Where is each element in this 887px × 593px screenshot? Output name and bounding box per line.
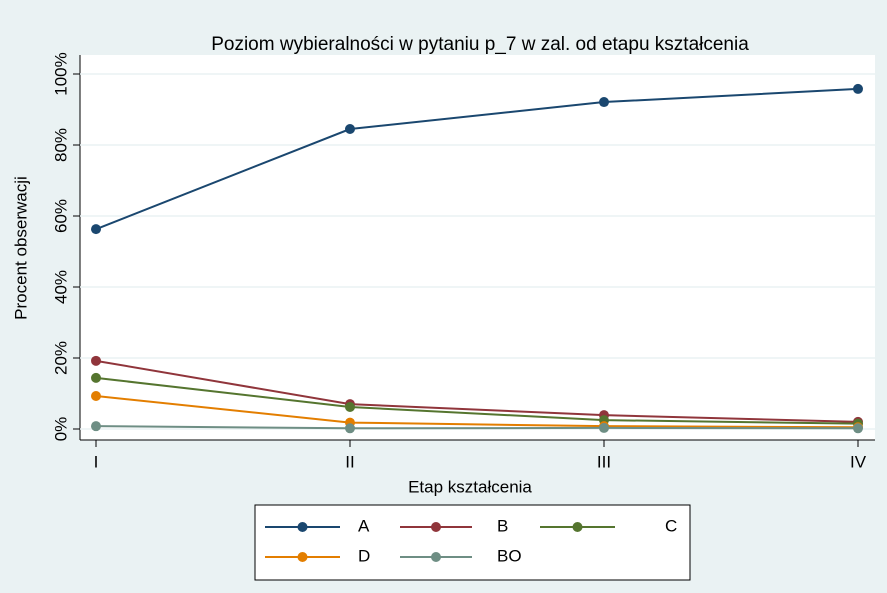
point: [91, 390, 101, 401]
point: [91, 421, 101, 432]
legend-label: A: [358, 516, 370, 535]
series-line: [95, 425, 859, 430]
legend-label: B: [497, 516, 508, 535]
legend-label: D: [358, 546, 370, 565]
series-line: [95, 394, 859, 429]
x-axis-title: Etap kształcenia: [408, 477, 532, 496]
y-axis-title: Procent obserwacji: [11, 176, 30, 320]
y-tick-label: 0%: [51, 417, 70, 442]
legend-marker: [431, 522, 441, 532]
x-tick-label: I: [94, 452, 99, 471]
point: [599, 422, 609, 433]
series-line: [95, 376, 859, 425]
point: [853, 423, 863, 434]
point: [345, 401, 355, 412]
series-line: [95, 359, 859, 423]
y-tick-label: 100%: [51, 52, 70, 95]
series-line: [95, 87, 859, 231]
legend-marker: [572, 522, 583, 532]
point: [345, 124, 355, 135]
point: [91, 372, 101, 383]
x-tick-label: II: [345, 452, 354, 471]
x-tick-label: III: [597, 452, 611, 471]
legend-label: C: [665, 516, 677, 535]
point: [853, 83, 863, 94]
legend-marker: [431, 552, 441, 562]
y-tick-label: 40%: [51, 270, 70, 304]
point: [91, 355, 101, 366]
chart-title: Poziom wybieralności w pytaniu p_7 w zal…: [211, 34, 749, 55]
point: [599, 97, 609, 108]
legend-marker: [297, 552, 308, 562]
plot-area: [80, 55, 875, 440]
point: [345, 423, 355, 434]
legend-marker: [297, 522, 308, 532]
y-tick-label: 80%: [51, 128, 70, 162]
legend-label: BO: [497, 546, 522, 565]
legend: [254, 504, 691, 581]
y-tick-label: 60%: [51, 199, 70, 233]
y-tick-label: 20%: [51, 341, 70, 375]
point: [91, 224, 101, 235]
x-tick-label: IV: [850, 452, 867, 471]
